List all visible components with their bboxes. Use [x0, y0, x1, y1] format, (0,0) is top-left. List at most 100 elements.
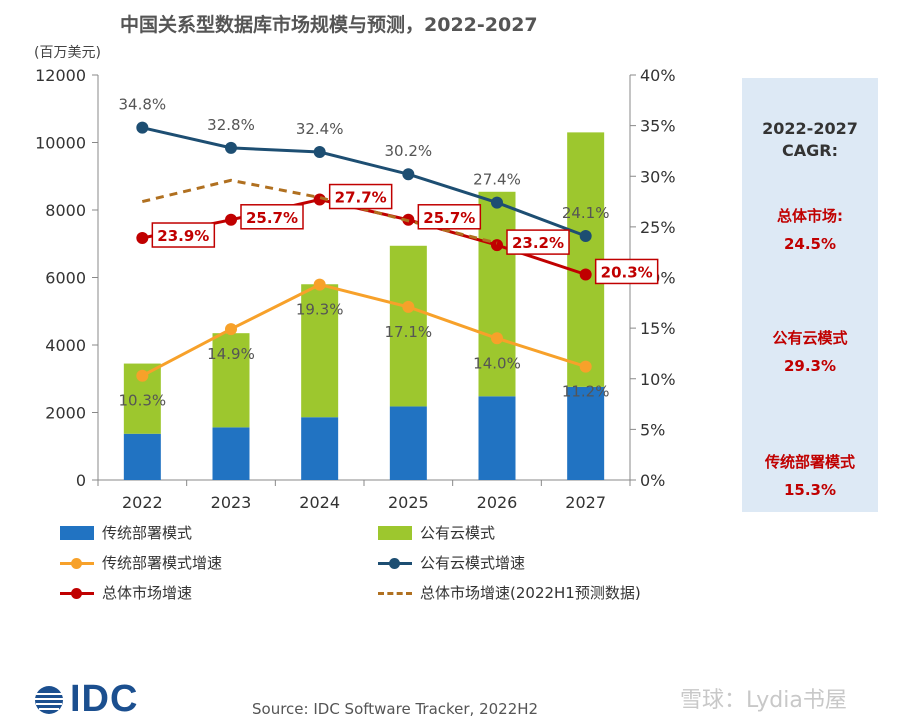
source-note: Source: IDC Software Tracker, 2022H2	[252, 700, 539, 718]
label-cloud-growth: 32.4%	[296, 120, 344, 138]
cagr-total: 总体市场: 24.5%	[742, 202, 878, 258]
bar-onprem	[212, 427, 250, 480]
label-onprem-growth: 10.3%	[119, 392, 167, 410]
y-axis-unit: (百万美元)	[34, 45, 101, 61]
point-cloud-growth	[402, 168, 415, 181]
legend-label-cloud: 公有云模式	[420, 524, 496, 542]
cagr-onprem-label: 传统部署模式	[764, 453, 855, 471]
watermark: 雪球：Lydia书屋	[680, 688, 847, 713]
legend-swatch-total-growth-forecast	[378, 585, 412, 601]
y-tick-label: 10000	[35, 134, 86, 153]
x-tick-label: 2024	[299, 493, 340, 512]
y-tick-label: 8000	[45, 201, 86, 220]
legend-total-growth-forecast: 总体市场增速(2022H1预测数据)	[378, 582, 641, 603]
y-tick-label: 12000	[35, 66, 86, 85]
label-onprem-growth: 17.1%	[385, 323, 433, 341]
label-box-total-growth	[594, 258, 659, 285]
x-tick-label: 2023	[211, 493, 252, 512]
point-onprem-growth	[225, 323, 237, 336]
y2-tick-label: 35%	[640, 117, 676, 136]
y2-tick-label: 25%	[640, 218, 676, 237]
label-onprem-growth: 19.3%	[296, 301, 344, 319]
legend-cloud-growth: 公有云模式增速	[378, 552, 525, 573]
bar-onprem	[567, 386, 605, 480]
label-total-growth: 23.9%	[157, 227, 209, 245]
point-total-growth	[313, 193, 326, 206]
bars	[123, 132, 605, 480]
bar-onprem	[389, 406, 427, 480]
chart: 0200040006000800010000120000%5%10%15%20%…	[35, 66, 675, 512]
cagr-cloud-label: 公有云模式	[772, 329, 848, 347]
y2-tick-label: 40%	[640, 66, 676, 85]
line-onprem-growth	[141, 283, 587, 378]
x-tick-label: 2027	[565, 493, 606, 512]
label-cloud-growth: 27.4%	[473, 171, 521, 189]
data-labels: 10.3% 14.9% 19.3% 17.1% 14.0% 11.2% 34.8% 32.8%…	[119, 96, 659, 410]
y2-tick-label: 0%	[640, 471, 665, 490]
legend-onprem-growth: 传统部署模式增速	[60, 552, 222, 573]
idc-logo: IDC	[34, 678, 138, 721]
legend-cloud: 公有云模式	[378, 522, 495, 543]
legend-swatch-onprem-growth	[60, 555, 94, 571]
point-total-growth	[491, 239, 503, 252]
point-onprem-growth	[313, 278, 326, 291]
label-onprem-growth: 11.2%	[562, 383, 610, 401]
cagr-total-value: 24.5%	[783, 235, 837, 253]
y-tick-label: 0	[76, 471, 86, 490]
bar-onprem	[123, 433, 161, 480]
bar-onprem	[478, 396, 516, 480]
point-cloud-growth	[136, 121, 149, 134]
legend-onprem: 传统部署模式	[60, 522, 192, 543]
label-cloud-growth: 34.8%	[119, 96, 167, 114]
point-total-growth	[579, 268, 592, 281]
axes: 0200040006000800010000120000%5%10%15%20%…	[35, 66, 675, 512]
bar-cloud	[389, 245, 427, 407]
bar-onprem	[301, 417, 339, 480]
label-box-total-growth	[240, 204, 304, 230]
line-cloud-growth	[141, 126, 587, 238]
label-cloud-growth: 30.2%	[385, 142, 433, 160]
legend-swatch-cloud-growth	[378, 555, 412, 571]
chart-title: 中国关系型数据库市场规模与预测，2022-2027	[120, 14, 538, 36]
y-tick-label: 4000	[45, 336, 86, 355]
point-onprem-growth	[402, 300, 415, 313]
point-cloud-growth	[579, 229, 592, 242]
label-box-total-growth	[151, 222, 216, 248]
x-tick-label: 2022	[122, 493, 163, 512]
label-cloud-growth: 32.8%	[207, 116, 255, 134]
point-onprem-growth	[491, 332, 503, 345]
cagr-total-label: 总体市场:	[777, 207, 843, 225]
label-total-growth: 25.7%	[246, 209, 298, 227]
point-total-growth	[136, 232, 149, 245]
line-total-growth-forecast	[141, 178, 498, 245]
label-box-total-growth	[417, 204, 482, 230]
point-onprem-growth	[579, 360, 592, 373]
point-cloud-growth	[491, 196, 503, 209]
cagr-cloud-value: 29.3%	[783, 357, 837, 375]
legend-label-total-growth-forecast: 总体市场增速(2022H1预测数据)	[420, 584, 641, 602]
label-total-growth: 20.3%	[601, 263, 653, 281]
cagr-panel: 2022-2027 CAGR: 总体市场: 24.5% 公有云模式 29.3% …	[742, 78, 878, 512]
y2-tick-label: 30%	[640, 167, 676, 186]
cagr-onprem-value: 15.3%	[783, 481, 837, 499]
label-total-growth: 25.7%	[423, 209, 475, 227]
y-tick-label: 2000	[45, 404, 86, 423]
legend-label-cloud-growth: 公有云模式增速	[420, 554, 526, 572]
label-total-growth: 23.2%	[512, 234, 564, 252]
point-onprem-growth	[136, 369, 149, 382]
bar-cloud	[212, 333, 250, 428]
label-cloud-growth: 24.1%	[562, 204, 610, 222]
point-cloud-growth	[225, 141, 237, 154]
point-cloud-growth	[313, 145, 326, 158]
legend-total-growth: 总体市场增速	[60, 582, 192, 603]
legend-label-total-growth: 总体市场增速	[102, 584, 193, 602]
cagr-title: 2022-2027 CAGR:	[762, 119, 858, 160]
label-total-growth: 27.7%	[335, 189, 387, 207]
label-onprem-growth: 14.9%	[207, 345, 255, 363]
legend-swatch-onprem	[60, 525, 94, 540]
legend-label-onprem: 传统部署模式	[102, 524, 193, 542]
y2-tick-label: 10%	[640, 370, 676, 389]
cagr-onprem: 传统部署模式 15.3%	[742, 448, 878, 504]
legend-label-onprem-growth: 传统部署模式增速	[102, 554, 223, 572]
y2-tick-label: 5%	[640, 420, 665, 439]
